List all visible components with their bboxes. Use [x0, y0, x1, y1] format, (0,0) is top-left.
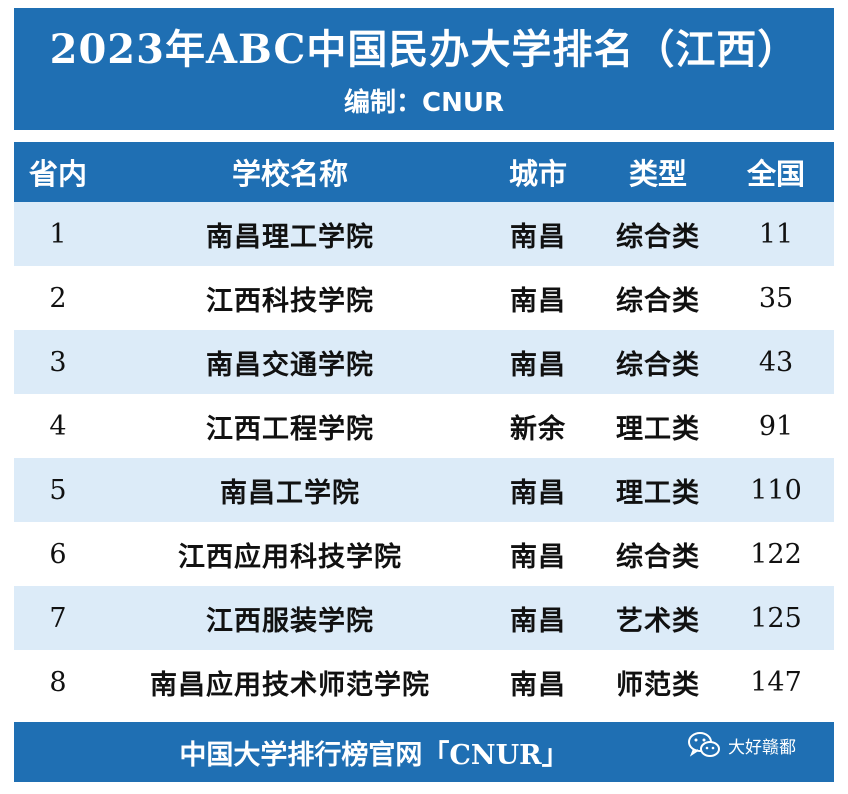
type-cell: 综合类	[616, 285, 700, 317]
school-cell: 南昌理工学院	[206, 221, 374, 253]
column-header-school: 学校名称	[231, 157, 348, 191]
table-row: 3 南昌交通学院 南昌 综合类 43	[14, 330, 834, 394]
national-rank-cell: 122	[750, 538, 802, 570]
page-title: 2023年ABC中国民办大学排名（江西）	[49, 26, 799, 73]
table-row: 2 江西科技学院 南昌 综合类 35	[14, 266, 834, 330]
rank-cell: 7	[49, 602, 67, 634]
school-cell: 南昌交通学院	[206, 349, 374, 381]
national-rank-cell: 91	[758, 410, 794, 442]
school-cell: 南昌工学院	[220, 477, 360, 509]
table-row: 7 江西服装学院 南昌 艺术类 125	[14, 586, 834, 650]
column-header-rank: 省内	[28, 157, 87, 191]
table-header: 2023年ABC中国民办大学排名（江西） 编制：CNUR	[14, 8, 834, 130]
column-header-type: 类型	[628, 157, 687, 191]
rank-cell: 4	[49, 410, 67, 442]
city-cell: 南昌	[510, 605, 566, 637]
wechat-icon	[688, 732, 720, 757]
school-cell: 南昌应用技术师范学院	[150, 669, 430, 701]
type-cell: 艺术类	[616, 605, 700, 637]
city-cell: 南昌	[510, 221, 566, 253]
national-rank-cell: 43	[758, 346, 794, 378]
type-cell: 综合类	[616, 349, 700, 381]
city-cell: 南昌	[510, 285, 566, 317]
column-header-city: 城市	[508, 157, 567, 191]
table-body: 1 南昌理工学院 南昌 综合类 11 2 江西科技学院 南昌 综合类 35 3 …	[14, 202, 834, 714]
footer-caption: 中国大学排行榜官网「CNUR」	[179, 739, 569, 771]
column-header-row: 省内 学校名称 城市 类型 全国	[14, 142, 834, 202]
table-footer: 中国大学排行榜官网「CNUR」	[14, 722, 834, 782]
school-cell: 江西工程学院	[206, 413, 374, 445]
school-cell: 江西应用科技学院	[178, 541, 402, 573]
rank-cell: 8	[49, 666, 67, 698]
city-cell: 新余	[510, 413, 566, 445]
table-row: 4 江西工程学院 新余 理工类 91	[14, 394, 834, 458]
city-cell: 南昌	[510, 349, 566, 381]
rank-cell: 2	[49, 282, 67, 314]
city-cell: 南昌	[510, 541, 566, 573]
school-cell: 江西科技学院	[206, 285, 374, 317]
watermark: 大好赣鄱	[686, 727, 796, 763]
city-cell: 南昌	[510, 477, 566, 509]
table-row: 5 南昌工学院 南昌 理工类 110	[14, 458, 834, 522]
national-rank-cell: 35	[758, 282, 794, 314]
national-rank-cell: 147	[750, 666, 802, 698]
rank-cell: 5	[49, 474, 67, 506]
table-row: 6 江西应用科技学院 南昌 综合类 122	[14, 522, 834, 586]
school-cell: 江西服装学院	[206, 605, 374, 637]
type-cell: 理工类	[616, 477, 700, 509]
page-subtitle: 编制：CNUR	[344, 88, 504, 118]
rank-cell: 6	[49, 538, 67, 570]
type-cell: 综合类	[616, 221, 700, 253]
ranking-table: 2023年ABC中国民办大学排名（江西） 编制：CNUR 省内 学校名称 城市 …	[14, 8, 834, 782]
table-row: 8 南昌应用技术师范学院 南昌 师范类 147	[14, 650, 834, 714]
national-rank-cell: 125	[750, 602, 802, 634]
rank-cell: 3	[49, 346, 67, 378]
type-cell: 师范类	[616, 669, 700, 701]
column-header-national: 全国	[746, 157, 805, 191]
national-rank-cell: 110	[750, 474, 802, 506]
type-cell: 综合类	[616, 541, 700, 573]
watermark-label: 大好赣鄱	[728, 737, 796, 758]
rank-cell: 1	[49, 218, 67, 250]
table-row: 1 南昌理工学院 南昌 综合类 11	[14, 202, 834, 266]
type-cell: 理工类	[616, 413, 700, 445]
national-rank-cell: 11	[758, 218, 794, 250]
city-cell: 南昌	[510, 669, 566, 701]
